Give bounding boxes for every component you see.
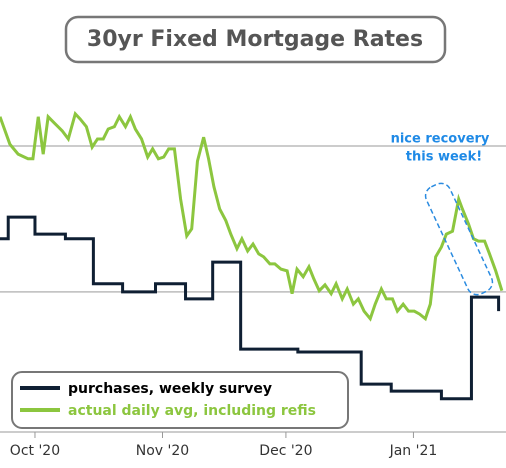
title-box bbox=[64, 15, 447, 64]
x-axis: Oct '20 Nov '20 Dec '20 Jan '21 bbox=[0, 431, 506, 459]
series-line bbox=[0, 110, 504, 322]
legend-label: purchases, weekly survey bbox=[68, 381, 272, 397]
legend-label: actual daily avg, including refis bbox=[68, 403, 316, 419]
annotation: nice recovery bbox=[391, 132, 490, 147]
grid bbox=[0, 145, 506, 293]
annotation: this week! bbox=[406, 150, 482, 165]
series-line bbox=[0, 215, 501, 401]
x-tick-label: Oct '20 bbox=[10, 443, 60, 459]
legend-box bbox=[11, 371, 349, 429]
chart-title: 30yr Fixed Mortgage Rates bbox=[87, 27, 423, 52]
legend: purchases, weekly survey actual daily avg… bbox=[11, 371, 349, 429]
plot bbox=[0, 110, 504, 401]
x-tick-label: Jan '21 bbox=[389, 443, 438, 459]
x-tick-label: Nov '20 bbox=[136, 443, 189, 459]
x-tick-label: Dec '20 bbox=[259, 443, 312, 459]
highlight-box bbox=[424, 182, 494, 296]
